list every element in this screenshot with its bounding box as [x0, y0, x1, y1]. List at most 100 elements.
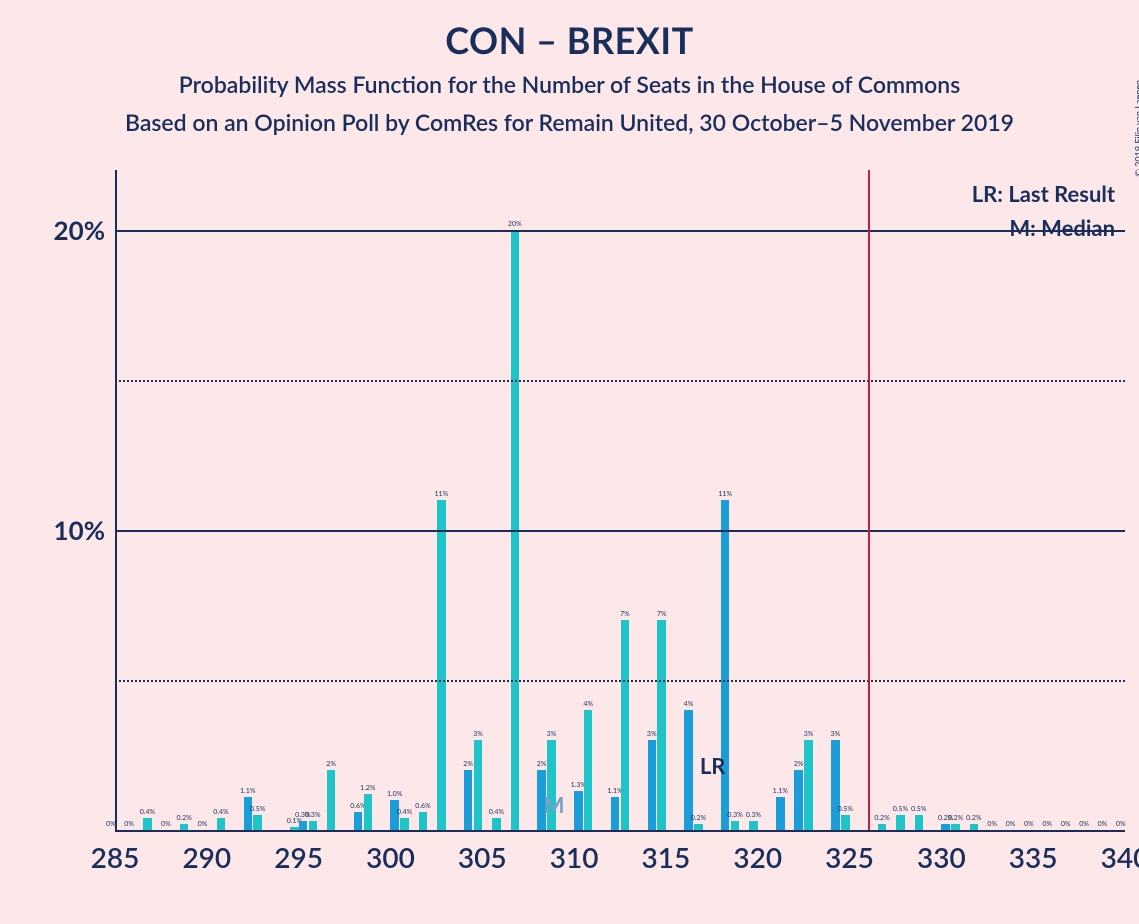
bar: 0.6% — [354, 812, 362, 830]
bar: 0.5% — [915, 815, 923, 830]
bar: 0.5% — [896, 815, 904, 830]
bar-value-label: 0.4% — [140, 808, 155, 816]
bar: 0.3% — [731, 821, 739, 830]
bar-value-label: 0.4% — [489, 808, 504, 816]
bar: 0.4% — [492, 818, 500, 830]
bar-value-label: 0% — [1042, 820, 1052, 828]
bar: 1.1% — [244, 797, 252, 830]
bar-value-label: 11% — [718, 490, 732, 498]
bar-value-label: 0.4% — [213, 808, 228, 816]
bar: 3% — [474, 740, 482, 830]
bar-value-label: 0.6% — [415, 802, 430, 810]
bar-value-label: 7% — [620, 610, 630, 618]
x-tick-label: 310 — [550, 840, 599, 874]
bar-value-label: 0.5% — [911, 805, 926, 813]
x-axis — [115, 830, 1125, 832]
y-tick-label: 20% — [35, 214, 105, 246]
bar-value-label: 1.2% — [360, 784, 375, 792]
bar: 0.3% — [309, 821, 317, 830]
bar-value-label: 3% — [547, 730, 557, 738]
x-tick-label: 315 — [642, 840, 691, 874]
chart-subtitle: Probability Mass Function for the Number… — [0, 70, 1139, 98]
x-tick-label: 300 — [366, 840, 415, 874]
bar: 3% — [648, 740, 656, 830]
bar-value-label: 0.2% — [874, 814, 889, 822]
bar-value-label: 0% — [1006, 820, 1016, 828]
bar: 4% — [584, 710, 592, 830]
legend-lr: LR: Last Result — [972, 180, 1115, 207]
bar: 2% — [464, 770, 472, 830]
bar-value-label: 0% — [161, 820, 171, 828]
bar-value-label: 0% — [106, 820, 116, 828]
bar: 4% — [684, 710, 692, 830]
bar-value-label: 0% — [987, 820, 997, 828]
bar: 7% — [657, 620, 665, 830]
bar: 2% — [794, 770, 802, 830]
bar-value-label: 0% — [1079, 820, 1089, 828]
bar: 11% — [437, 500, 445, 830]
bar-value-label: 20% — [508, 220, 522, 228]
x-tick-label: 295 — [274, 840, 323, 874]
bar-value-label: 0% — [124, 820, 134, 828]
gridline-major — [115, 530, 1125, 532]
bar-value-label: 2% — [794, 760, 804, 768]
bar: 2% — [327, 770, 335, 830]
bars-container: 0%0%0.4%0%0.2%0%0.4%1.1%0.5%0.1%0.3%0.3%… — [115, 170, 1125, 830]
bar-value-label: 0.3% — [727, 811, 742, 819]
x-tick-label: 285 — [91, 840, 140, 874]
bar-value-label: 3% — [473, 730, 483, 738]
bar-value-label: 3% — [831, 730, 841, 738]
gridline-major — [115, 230, 1125, 232]
copyright-text: © 2019 Filip van Laenen — [1133, 80, 1139, 177]
last-result-line — [868, 170, 870, 830]
bar-value-label: 2% — [537, 760, 547, 768]
bar: 11% — [721, 500, 729, 830]
bar: 7% — [621, 620, 629, 830]
bar-value-label: 0% — [1024, 820, 1034, 828]
bar-value-label: 0.5% — [893, 805, 908, 813]
bar-value-label: 0.5% — [838, 805, 853, 813]
bar: 3% — [804, 740, 812, 830]
chart-subtitle2: Based on an Opinion Poll by ComRes for R… — [0, 108, 1139, 136]
bar: 1.3% — [574, 791, 582, 830]
bar: 1.2% — [364, 794, 372, 830]
bar-value-label: 0.2% — [177, 814, 192, 822]
bar-value-label: 0.2% — [948, 814, 963, 822]
bar-value-label: 4% — [684, 700, 694, 708]
bar-value-label: 0.3% — [305, 811, 320, 819]
bar-value-label: 1.1% — [773, 787, 788, 795]
plot-area: 0%0%0.4%0%0.2%0%0.4%1.1%0.5%0.1%0.3%0.3%… — [115, 170, 1125, 830]
bar: 0.3% — [749, 821, 757, 830]
x-tick-label: 325 — [825, 840, 874, 874]
gridline-minor — [115, 680, 1125, 682]
bar: 0.6% — [419, 812, 427, 830]
bar: 1.1% — [611, 797, 619, 830]
bar-value-label: 11% — [434, 490, 448, 498]
bar-value-label: 1.0% — [387, 790, 402, 798]
bar: 0.3% — [299, 821, 307, 830]
median-annotation: M — [544, 791, 565, 818]
bar-value-label: 0.3% — [746, 811, 761, 819]
bar-value-label: 2% — [463, 760, 473, 768]
lr-annotation: LR — [700, 752, 726, 779]
bar: 0.5% — [253, 815, 261, 830]
x-tick-label: 305 — [458, 840, 507, 874]
bar-value-label: 0.4% — [397, 808, 412, 816]
bar-value-label: 0% — [1061, 820, 1071, 828]
bar: 0.5% — [841, 815, 849, 830]
bar-value-label: 0% — [1098, 820, 1108, 828]
x-tick-label: 330 — [917, 840, 966, 874]
bar: 1.1% — [776, 797, 784, 830]
bar-value-label: 0.5% — [250, 805, 265, 813]
y-tick-label: 10% — [35, 514, 105, 546]
bar-value-label: 0% — [1116, 820, 1126, 828]
x-tick-label: 340 — [1101, 840, 1139, 874]
bar-value-label: 1.1% — [240, 787, 255, 795]
bar-value-label: 7% — [657, 610, 667, 618]
bar-value-label: 2% — [326, 760, 336, 768]
bar-value-label: 0% — [198, 820, 208, 828]
x-tick-label: 335 — [1009, 840, 1058, 874]
bar: 0.4% — [143, 818, 151, 830]
x-tick-label: 320 — [733, 840, 782, 874]
bar: 0.4% — [217, 818, 225, 830]
